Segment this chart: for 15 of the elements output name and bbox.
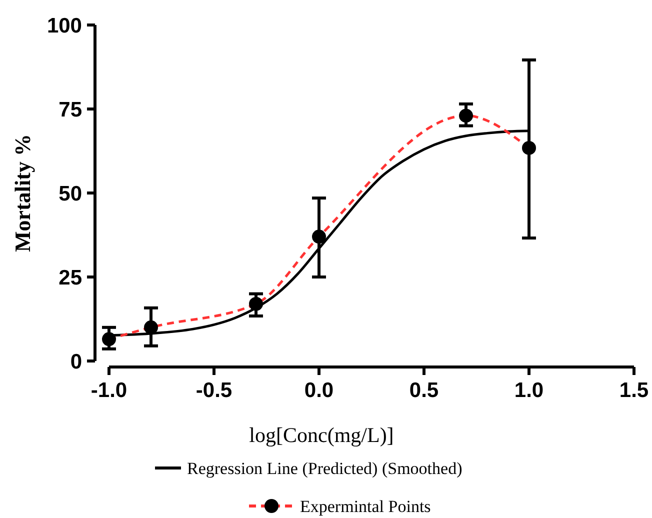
y-tick-label: 50 [58,182,82,206]
x-tick-label: 0.5 [409,379,439,402]
x-tick-label: 1.5 [619,379,649,402]
x-tick-label: -0.5 [196,379,232,402]
y-tick-label: 100 [46,14,82,38]
x-tick-label: -1.0 [90,379,128,402]
y-axis-title: Mortality % [10,134,35,252]
x-tick-label: 1.0 [514,379,544,402]
y-tick-label: 0 [70,350,82,374]
legend-label: Expermintal Points [300,496,431,516]
x-tick-label: 0.0 [304,379,334,402]
y-tick-label: 25 [58,266,82,290]
x-axis-title: log[Conc(mg/L)] [249,423,394,447]
y-tick-label: 75 [58,98,82,122]
legend-label: Regression Line (Predicted) (Smoothed) [187,458,462,478]
